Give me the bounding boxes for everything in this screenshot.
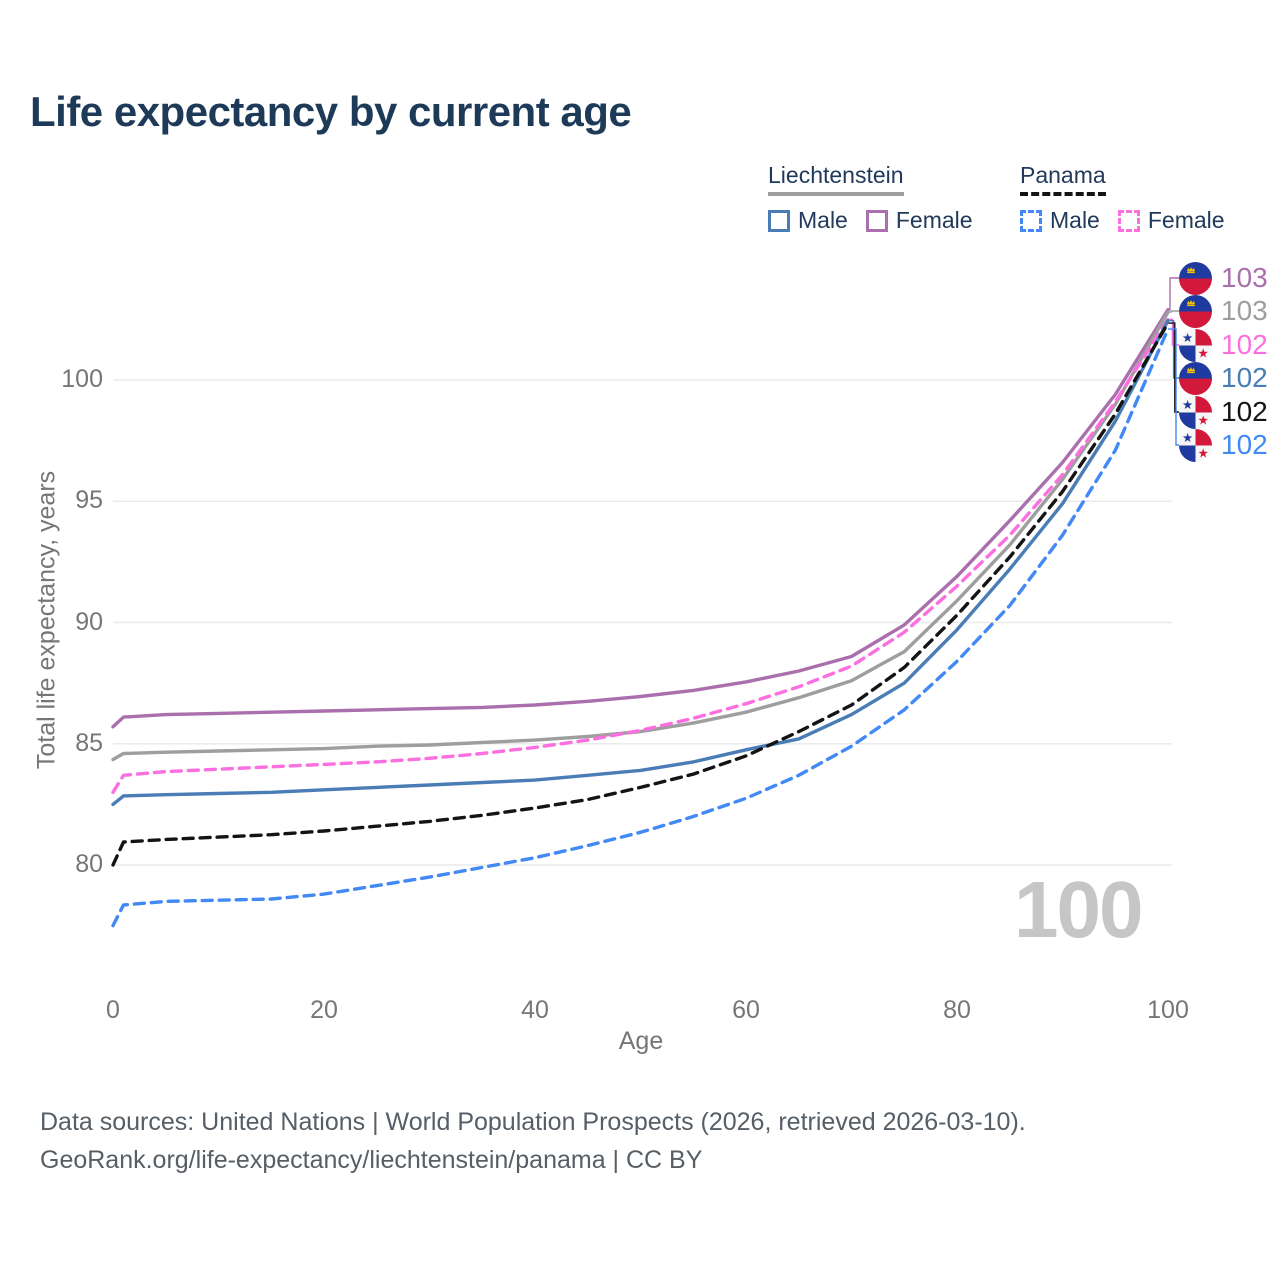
- end-value: 103: [1221, 262, 1268, 293]
- end-value-row[interactable]: 103: [1179, 261, 1268, 295]
- y-tick-label: 95: [75, 486, 103, 515]
- x-tick-label: 0: [106, 996, 120, 1024]
- end-connector: [1168, 322, 1179, 413]
- y-tick-label: 80: [75, 850, 103, 878]
- x-axis-title: Age: [618, 1027, 664, 1055]
- end-value: 102: [1221, 429, 1268, 460]
- x-tick-label: 40: [521, 996, 549, 1024]
- page-title: Life expectancy by current age: [30, 88, 632, 135]
- liechtenstein-flag-icon: [1179, 261, 1212, 295]
- end-value: 102: [1221, 396, 1268, 427]
- legend-item-label: Male: [798, 207, 848, 233]
- panama-male-swatch-icon: [1020, 209, 1042, 232]
- legend-item-liechtenstein-male[interactable]: Male: [768, 207, 848, 234]
- legend-item-panama-female[interactable]: Female: [1117, 207, 1225, 234]
- legend-item-label: Male: [1050, 207, 1100, 233]
- end-connector: [1168, 277, 1179, 311]
- legend-country-panama[interactable]: Panama: [1020, 162, 1106, 196]
- end-value: 102: [1221, 362, 1268, 393]
- y-tick-label: 90: [75, 607, 103, 636]
- end-value-row[interactable]: 102: [1179, 428, 1268, 462]
- series-line-liechtenstein-male[interactable]: [111, 318, 1170, 807]
- liechtenstein-male-swatch-icon: [768, 209, 790, 232]
- legend-item-label: Female: [895, 207, 973, 233]
- end-value-row[interactable]: 102: [1179, 361, 1268, 395]
- panama-flag-icon: [1179, 328, 1212, 362]
- y-axis-title: Total life expectancy, years: [32, 470, 61, 770]
- end-value-row[interactable]: 102: [1179, 395, 1268, 429]
- legend-group-panama: Panama Male Female: [1020, 162, 1225, 234]
- footer-sources: Data sources: United Nations | World Pop…: [40, 1108, 1026, 1136]
- legend-item-label: Female: [1147, 207, 1225, 233]
- y-tick-label: 85: [75, 728, 103, 757]
- panama-flag-icon: [1179, 395, 1212, 429]
- end-value-row[interactable]: 103: [1179, 294, 1268, 328]
- x-tick-label: 60: [732, 996, 760, 1024]
- liechtenstein-female-swatch-icon: [865, 209, 888, 232]
- footer-attribution: GeoRank.org/life-expectancy/liechtenstei…: [40, 1146, 703, 1174]
- end-value: 102: [1221, 329, 1268, 360]
- legend-item-liechtenstein-female[interactable]: Female: [865, 207, 973, 234]
- series-line-liechtenstein-female[interactable]: [111, 308, 1170, 729]
- x-tick-label: 80: [943, 996, 971, 1024]
- x-tick-label: 20: [310, 996, 338, 1024]
- liechtenstein-flag-icon: [1179, 361, 1212, 395]
- liechtenstein-flag-icon: [1179, 294, 1212, 328]
- series-line-panama-female[interactable]: [111, 317, 1170, 794]
- x-tick-label: 100: [1147, 996, 1189, 1024]
- series-line-panama-both-sexes[interactable]: [111, 321, 1170, 867]
- panama-female-swatch-icon: [1117, 209, 1140, 232]
- panama-flag-icon: [1179, 428, 1212, 462]
- series-line-panama-male[interactable]: [111, 327, 1170, 928]
- series-line-liechtenstein-both-sexes[interactable]: [111, 310, 1170, 762]
- end-value: 103: [1221, 295, 1268, 326]
- legend-group-liechtenstein: Liechtenstein Male Female: [768, 162, 973, 234]
- age-watermark: 100: [1014, 865, 1143, 954]
- legend-item-panama-male[interactable]: Male: [1020, 207, 1100, 234]
- end-connector: [1168, 328, 1179, 446]
- end-value-row[interactable]: 102: [1179, 328, 1268, 362]
- legend-country-liechtenstein[interactable]: Liechtenstein: [768, 162, 904, 196]
- y-tick-label: 100: [61, 365, 103, 393]
